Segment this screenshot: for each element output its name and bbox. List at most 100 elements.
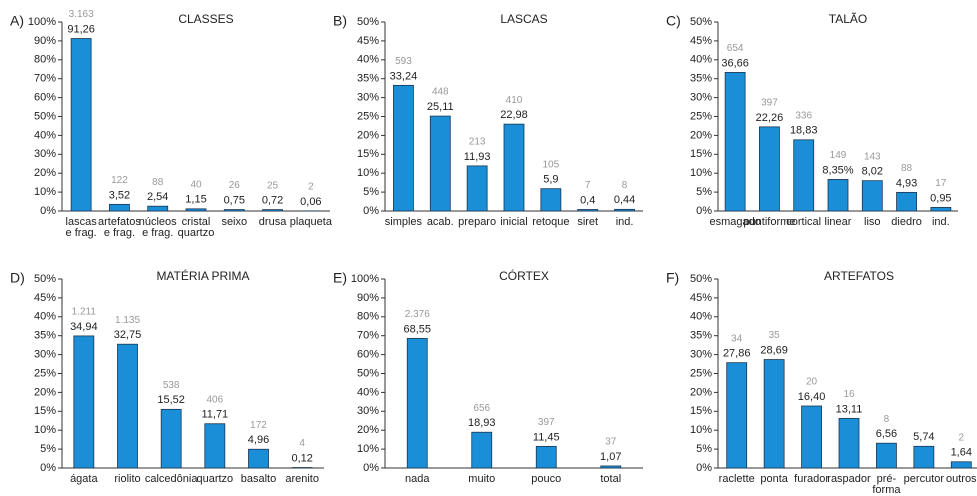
x-tick-label: diedro xyxy=(891,216,922,228)
value-label: 0,12 xyxy=(291,452,312,464)
y-tick-label: 35% xyxy=(690,73,712,85)
bar xyxy=(600,465,622,469)
bar xyxy=(70,38,92,212)
y-tick-label: 30% xyxy=(690,349,712,361)
count-label: 105 xyxy=(543,159,560,170)
bar xyxy=(759,126,780,212)
y-tick-label: 50% xyxy=(34,110,56,122)
y-tick-label: 100% xyxy=(28,16,56,28)
x-tick-label: pré-forma xyxy=(872,473,901,496)
value-label: 3,52 xyxy=(109,189,130,201)
x-tick-label: raclette xyxy=(719,473,755,485)
count-label: 7 xyxy=(585,180,591,191)
count-label: 34 xyxy=(731,333,743,344)
y-tick-label: 35% xyxy=(690,330,712,342)
x-tick-label: puntiforme xyxy=(743,216,795,228)
panel-label: D) xyxy=(10,270,25,286)
value-label: 1,15 xyxy=(185,194,206,206)
count-label: 25 xyxy=(267,180,279,191)
value-label: 11,45 xyxy=(533,431,560,443)
count-label: 397 xyxy=(761,97,778,108)
x-tick-label: simples xyxy=(385,216,423,228)
y-tick-label: 20% xyxy=(690,386,712,398)
x-tick-label: liso xyxy=(864,216,881,228)
y-tick-label: 40% xyxy=(690,311,712,323)
count-label: 2 xyxy=(959,432,965,443)
y-tick-label: 10% xyxy=(34,186,56,198)
bar xyxy=(577,209,599,212)
y-tick-label: 15% xyxy=(690,405,712,417)
bar xyxy=(861,180,883,212)
y-tick-label: 20% xyxy=(34,386,56,398)
x-tick-label: lascas e frag. xyxy=(66,216,98,239)
y-tick-label: 20% xyxy=(357,424,379,436)
y-tick-label: 15% xyxy=(690,148,712,160)
bar xyxy=(471,431,493,469)
y-tick-label: 25% xyxy=(690,110,712,122)
y-tick-label: 15% xyxy=(357,148,379,160)
chart-title: CLASSES xyxy=(178,12,233,26)
y-tick-label: 50% xyxy=(690,273,712,285)
x-tick-label: ágata xyxy=(70,473,98,485)
x-tick-label: núcleos e frag. xyxy=(139,216,177,239)
chart-title: TALÃO xyxy=(829,12,867,26)
y-tick-label: 30% xyxy=(34,148,56,160)
y-tick-label: 50% xyxy=(34,273,56,285)
value-label: 5,74 xyxy=(913,431,934,443)
bar xyxy=(262,209,283,212)
bar xyxy=(429,115,451,212)
x-tick-label: cortical xyxy=(786,216,821,228)
value-label: 68,55 xyxy=(403,323,431,335)
count-label: 4 xyxy=(299,438,305,449)
bar xyxy=(73,335,95,469)
y-tick-label: 80% xyxy=(357,311,379,323)
bar xyxy=(406,338,428,469)
count-label: 1.211 xyxy=(72,307,97,318)
y-tick-label: 45% xyxy=(34,292,56,304)
bar xyxy=(248,448,269,469)
value-label: 13,11 xyxy=(836,403,863,415)
y-tick-label: 50% xyxy=(690,16,712,28)
x-tick-label: esmagado xyxy=(709,216,760,228)
chart-panel: A) CLASSES 0% 10% 20% 30% 40% 50% 60% 70% 80% 90% 10… xyxy=(10,9,333,239)
y-tick-label: 35% xyxy=(34,330,56,342)
y-tick-label: 45% xyxy=(690,35,712,47)
count-label: 410 xyxy=(506,95,523,106)
x-tick-label: siret xyxy=(577,216,598,228)
y-tick-label: 30% xyxy=(357,92,379,104)
bar xyxy=(466,165,488,212)
x-tick-label: drusa xyxy=(259,216,287,228)
count-label: 88 xyxy=(901,163,913,174)
count-label: 336 xyxy=(795,110,812,121)
bar xyxy=(838,418,860,469)
value-label: 16,40 xyxy=(798,391,826,403)
value-label: 11,71 xyxy=(201,409,228,421)
chart-panel: F) ARTEFATOS 0% 5% 10% 15% 20% 25% 30% 35% 40% 45% 5… xyxy=(666,269,977,496)
y-tick-label: 50% xyxy=(357,367,379,379)
y-tick-label: 10% xyxy=(690,424,712,436)
bar xyxy=(726,362,748,469)
count-label: 172 xyxy=(250,420,267,431)
panel-label: F) xyxy=(666,270,679,286)
count-label: 448 xyxy=(432,87,449,98)
count-label: 20 xyxy=(806,377,818,388)
y-tick-label: 40% xyxy=(34,129,56,141)
count-label: 122 xyxy=(111,175,128,186)
bar xyxy=(801,405,822,469)
count-label: 3.163 xyxy=(69,9,94,20)
count-label: 17 xyxy=(935,178,947,189)
x-tick-label: quartzo xyxy=(196,473,233,485)
chart-panel: B) LASCAS 0% 5% 10% 15% 20% 25% 30% 35% 40% 45% 50% s… xyxy=(333,12,643,228)
y-tick-label: 40% xyxy=(357,386,379,398)
count-label: 1.135 xyxy=(115,315,140,326)
chart-panel: C) TALÃO 0% 5% 10% 15% 20% 25% 30% 35% 40% 45% 50% es… xyxy=(666,12,958,228)
value-label: 5,9 xyxy=(543,174,558,186)
y-tick-label: 100% xyxy=(351,273,379,285)
x-tick-label: ind. xyxy=(932,216,950,228)
x-tick-label: ind. xyxy=(616,216,634,228)
bar xyxy=(535,445,557,469)
y-tick-label: 40% xyxy=(357,54,379,66)
chart-title: LASCAS xyxy=(500,12,547,26)
bar xyxy=(930,207,952,212)
bar xyxy=(393,84,414,212)
